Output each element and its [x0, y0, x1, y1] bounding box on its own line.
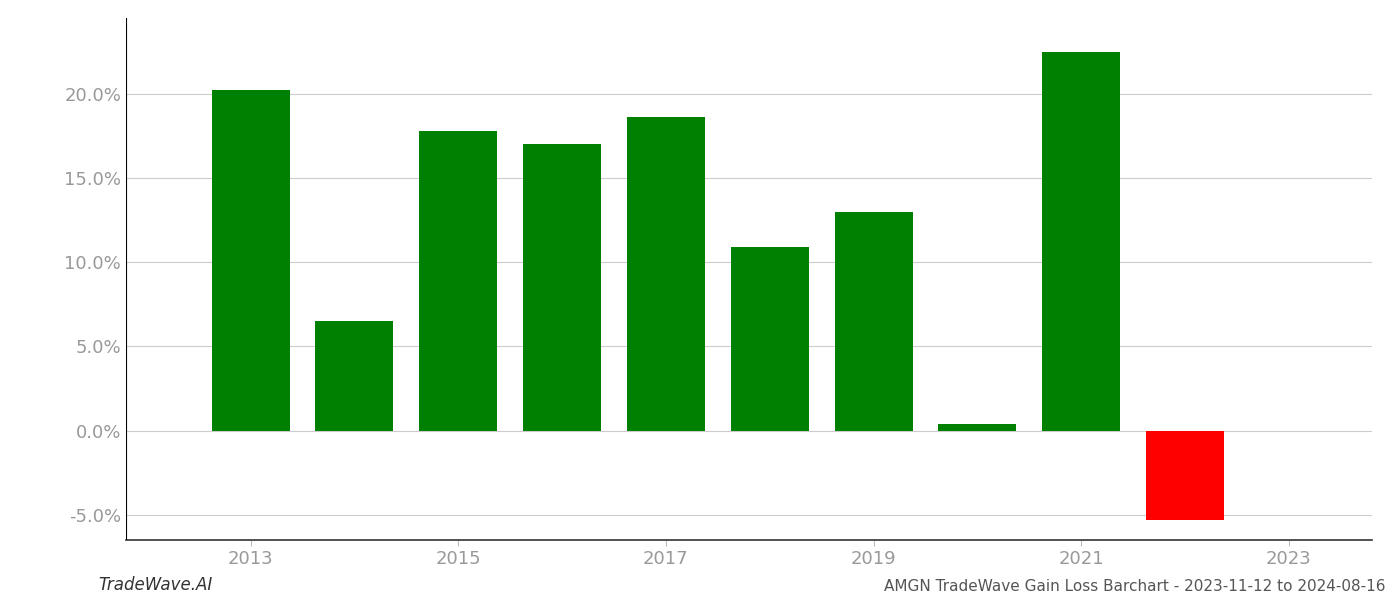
Bar — [731, 247, 809, 431]
Bar — [627, 118, 704, 431]
Bar — [420, 131, 497, 431]
Text: TradeWave.AI: TradeWave.AI — [98, 576, 213, 594]
Text: AMGN TradeWave Gain Loss Barchart - 2023-11-12 to 2024-08-16: AMGN TradeWave Gain Loss Barchart - 2023… — [885, 579, 1386, 594]
Bar — [834, 212, 913, 431]
Bar — [938, 424, 1016, 431]
Bar — [1147, 431, 1224, 520]
Bar — [1043, 52, 1120, 431]
Bar — [524, 144, 601, 431]
Bar — [315, 321, 393, 431]
Bar — [211, 91, 290, 431]
